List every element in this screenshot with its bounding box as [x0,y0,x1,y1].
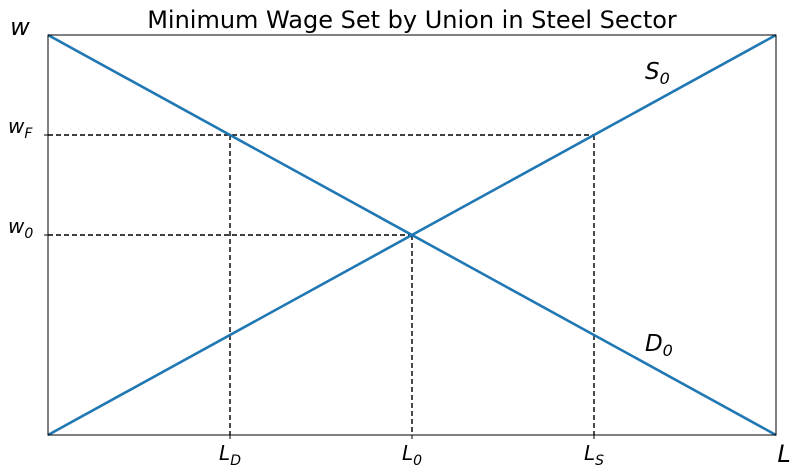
y-tick-label-0: wF [8,114,33,142]
curve-labels: S0 D0 [645,59,673,360]
tick-labels: LD L0 LS wF w0 [8,114,604,469]
demand-curve [47,33,777,437]
x-tick-label-1: L0 [402,441,422,469]
guide-lines [48,134,595,435]
y-axis-label: w [10,13,30,41]
x-tick-label-2: LS [584,441,604,469]
curves [47,33,777,437]
x-tick-label-0: LD [219,441,241,469]
chart-title: Minimum Wage Set by Union in Steel Secto… [147,6,677,34]
demand-curve-label: D0 [645,331,673,360]
supply-curve-label: S0 [645,59,670,88]
x-axis-label: L [777,440,790,468]
y-tick-label-1: w0 [8,214,33,242]
